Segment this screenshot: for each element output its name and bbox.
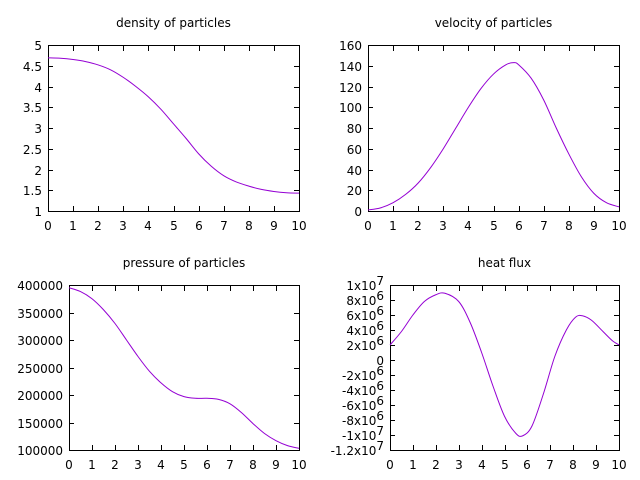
y-tick-label: 20 <box>347 184 362 198</box>
x-tick-label: 0 <box>65 458 73 472</box>
y-tick-label: 100000 <box>17 444 63 458</box>
x-tick-label: 9 <box>590 219 598 233</box>
x-tick-label: 3 <box>455 458 463 472</box>
x-tick-label: 3 <box>134 458 142 472</box>
plot-frame <box>390 285 620 451</box>
y-tick-label: 140 <box>339 60 362 74</box>
chart-title: density of particles <box>116 16 231 30</box>
x-tick-label: 4 <box>464 219 472 233</box>
y-tick-label: 100 <box>339 101 362 115</box>
y-tick-label: -1.2x107 <box>331 439 384 458</box>
x-tick-label: 6 <box>203 458 211 472</box>
x-tick-label: 8 <box>569 458 577 472</box>
y-tick-label: 80 <box>347 122 362 136</box>
y-tick-label: 0 <box>354 205 362 219</box>
x-tick-label: 2 <box>94 219 102 233</box>
x-tick-label: 0 <box>386 458 394 472</box>
y-tick-label: 160 <box>339 39 362 53</box>
x-tick-label: 4 <box>478 458 486 472</box>
series-line <box>367 62 620 211</box>
x-tick-label: 3 <box>439 219 447 233</box>
chart-title: velocity of particles <box>435 16 553 30</box>
y-tick-label: -1x107 <box>342 424 384 443</box>
y-tick-label: 350000 <box>17 307 63 321</box>
plot-frame <box>48 45 300 212</box>
x-tick-label: 5 <box>180 458 188 472</box>
x-tick-label: 10 <box>291 219 306 233</box>
chart-title: pressure of particles <box>123 256 246 270</box>
y-tick-label: 2x106 <box>346 334 384 353</box>
y-tick-label: 60 <box>347 143 362 157</box>
x-tick-label: 4 <box>157 458 165 472</box>
x-tick-label: 8 <box>565 219 573 233</box>
y-tick-label: 1 <box>34 205 42 219</box>
x-tick-label: 5 <box>170 219 178 233</box>
y-tick-label: 4 <box>34 81 42 95</box>
chart-panel-4: heat flux 0 1 2 3 4 5 6 7 8 9 10 -1.2x107-1x107-8x10… <box>331 256 627 472</box>
x-tick-label: 9 <box>592 458 600 472</box>
x-tick-label: 8 <box>245 219 253 233</box>
x-tick-label: 3 <box>119 219 127 233</box>
y-tick-label: 6x106 <box>346 304 384 323</box>
x-tick-label: 1 <box>88 458 96 472</box>
x-tick-label: 6 <box>523 458 531 472</box>
y-tick-label: 5 <box>34 39 42 53</box>
series-line <box>47 57 300 194</box>
y-tick-label: 4.5 <box>23 60 42 74</box>
y-tick-label: 40 <box>347 164 362 178</box>
y-tick-label: 1.5 <box>23 184 42 198</box>
x-tick-label: 0 <box>44 219 52 233</box>
y-tick-label: -6x106 <box>342 394 384 413</box>
x-tick-label: 2 <box>414 219 422 233</box>
y-tick-label: 3.5 <box>23 101 42 115</box>
x-tick-label: 1 <box>389 219 397 233</box>
y-tick-label: 250000 <box>17 362 63 376</box>
y-tick-label: 1x107 <box>346 274 384 293</box>
chart-title: heat flux <box>478 256 531 270</box>
chart-panel-3: pressure of particles 0 1 2 3 4 5 6 7 8 9 10 100000 1… <box>17 256 306 472</box>
y-tick-label: 200000 <box>17 389 63 403</box>
x-tick-label: 7 <box>220 219 228 233</box>
y-tick-label: 4x106 <box>346 319 384 338</box>
x-tick-label: 5 <box>501 458 509 472</box>
x-tick-label: 7 <box>540 219 548 233</box>
x-tick-label: 10 <box>291 458 306 472</box>
y-tick-label: -8x106 <box>342 409 384 428</box>
y-tick-label: 400000 <box>17 279 63 293</box>
y-tick-label: 3 <box>34 122 42 136</box>
series-line <box>389 292 620 437</box>
y-tick-label: 0 <box>376 354 384 368</box>
y-tick-label: -2x106 <box>342 364 384 383</box>
x-tick-label: 7 <box>546 458 554 472</box>
x-tick-label: 2 <box>111 458 119 472</box>
y-tick-label: 120 <box>339 81 362 95</box>
y-tick-label: 150000 <box>17 417 63 431</box>
x-tick-label: 6 <box>195 219 203 233</box>
x-tick-label: 9 <box>270 219 278 233</box>
x-tick-label: 5 <box>490 219 498 233</box>
y-tick-label: 8x106 <box>346 289 384 308</box>
y-tick-label: 2.5 <box>23 143 42 157</box>
y-tick-label: -4x106 <box>342 379 384 398</box>
x-tick-label: 6 <box>515 219 523 233</box>
x-tick-label: 9 <box>272 458 280 472</box>
x-tick-label: 8 <box>249 458 257 472</box>
y-tick-label: 300000 <box>17 334 63 348</box>
x-tick-label: 10 <box>611 458 626 472</box>
y-tick-label: 2 <box>34 164 42 178</box>
x-tick-label: 4 <box>144 219 152 233</box>
x-tick-label: 7 <box>226 458 234 472</box>
x-tick-label: 10 <box>611 219 626 233</box>
plot-frame <box>368 45 620 212</box>
x-tick-label: 1 <box>409 458 417 472</box>
x-tick-label: 2 <box>432 458 440 472</box>
series-line <box>68 287 300 449</box>
x-tick-label: 1 <box>69 219 77 233</box>
x-tick-label: 0 <box>364 219 372 233</box>
